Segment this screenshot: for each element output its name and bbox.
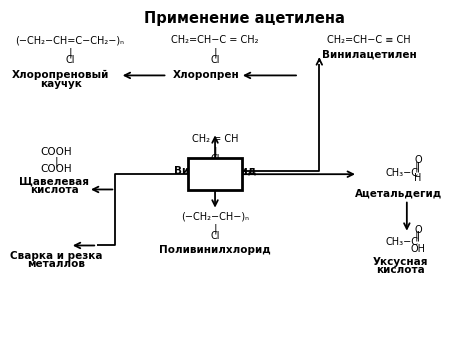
Text: Уксусная: Уксусная [373, 257, 428, 267]
Text: O: O [414, 225, 422, 235]
Text: металлов: металлов [27, 259, 85, 269]
Text: Cl: Cl [65, 55, 75, 65]
Text: C₂H₂: C₂H₂ [199, 168, 231, 181]
Text: ‖: ‖ [414, 161, 419, 172]
Text: Хлоропреновый: Хлоропреновый [12, 70, 109, 80]
Text: Cl: Cl [210, 231, 220, 241]
Text: Применение ацетилена: Применение ацетилена [144, 11, 345, 26]
Text: OH: OH [410, 244, 426, 254]
Text: CH₃−C: CH₃−C [385, 237, 418, 247]
Text: (−CH₂−CH−)ₙ: (−CH₂−CH−)ₙ [181, 211, 249, 221]
Text: O: O [414, 155, 422, 165]
Text: каучук: каучук [40, 79, 82, 89]
Text: COOH: COOH [41, 164, 72, 174]
Text: Сварка и резка: Сварка и резка [10, 251, 102, 261]
Text: Ацетальдегид: Ацетальдегид [355, 189, 442, 199]
Text: |: | [55, 156, 58, 167]
Text: Щавелевая: Щавелевая [19, 177, 89, 187]
Text: CH₂=CH−C ≡ CH: CH₂=CH−C ≡ CH [328, 35, 411, 45]
Text: |: | [213, 224, 217, 235]
Text: ‖: ‖ [414, 231, 419, 241]
FancyBboxPatch shape [188, 158, 242, 190]
Text: CH₂=CH−C = CH₂: CH₂=CH−C = CH₂ [171, 35, 259, 45]
Text: CH₂ = CH: CH₂ = CH [192, 134, 238, 144]
Text: H: H [414, 173, 422, 183]
Text: Cl: Cl [210, 154, 220, 164]
Text: (−CH₂−CH=C−CH₂−)ₙ: (−CH₂−CH=C−CH₂−)ₙ [16, 35, 125, 45]
Text: Винилацетилен: Винилацетилен [322, 49, 417, 59]
Text: |: | [68, 47, 72, 58]
Text: COOH: COOH [41, 147, 72, 157]
Text: |: | [213, 47, 217, 58]
Text: Cl: Cl [210, 55, 220, 65]
Text: Поливинилхлорид: Поливинилхлорид [159, 245, 271, 255]
Text: Винилхлорид: Винилхлорид [174, 166, 256, 176]
Text: кислота: кислота [376, 265, 425, 275]
Text: кислота: кислота [30, 185, 79, 195]
Text: CH₃−C: CH₃−C [385, 168, 418, 177]
Text: |: | [213, 146, 217, 157]
Text: Хлоропрен: Хлоропрен [173, 70, 239, 80]
